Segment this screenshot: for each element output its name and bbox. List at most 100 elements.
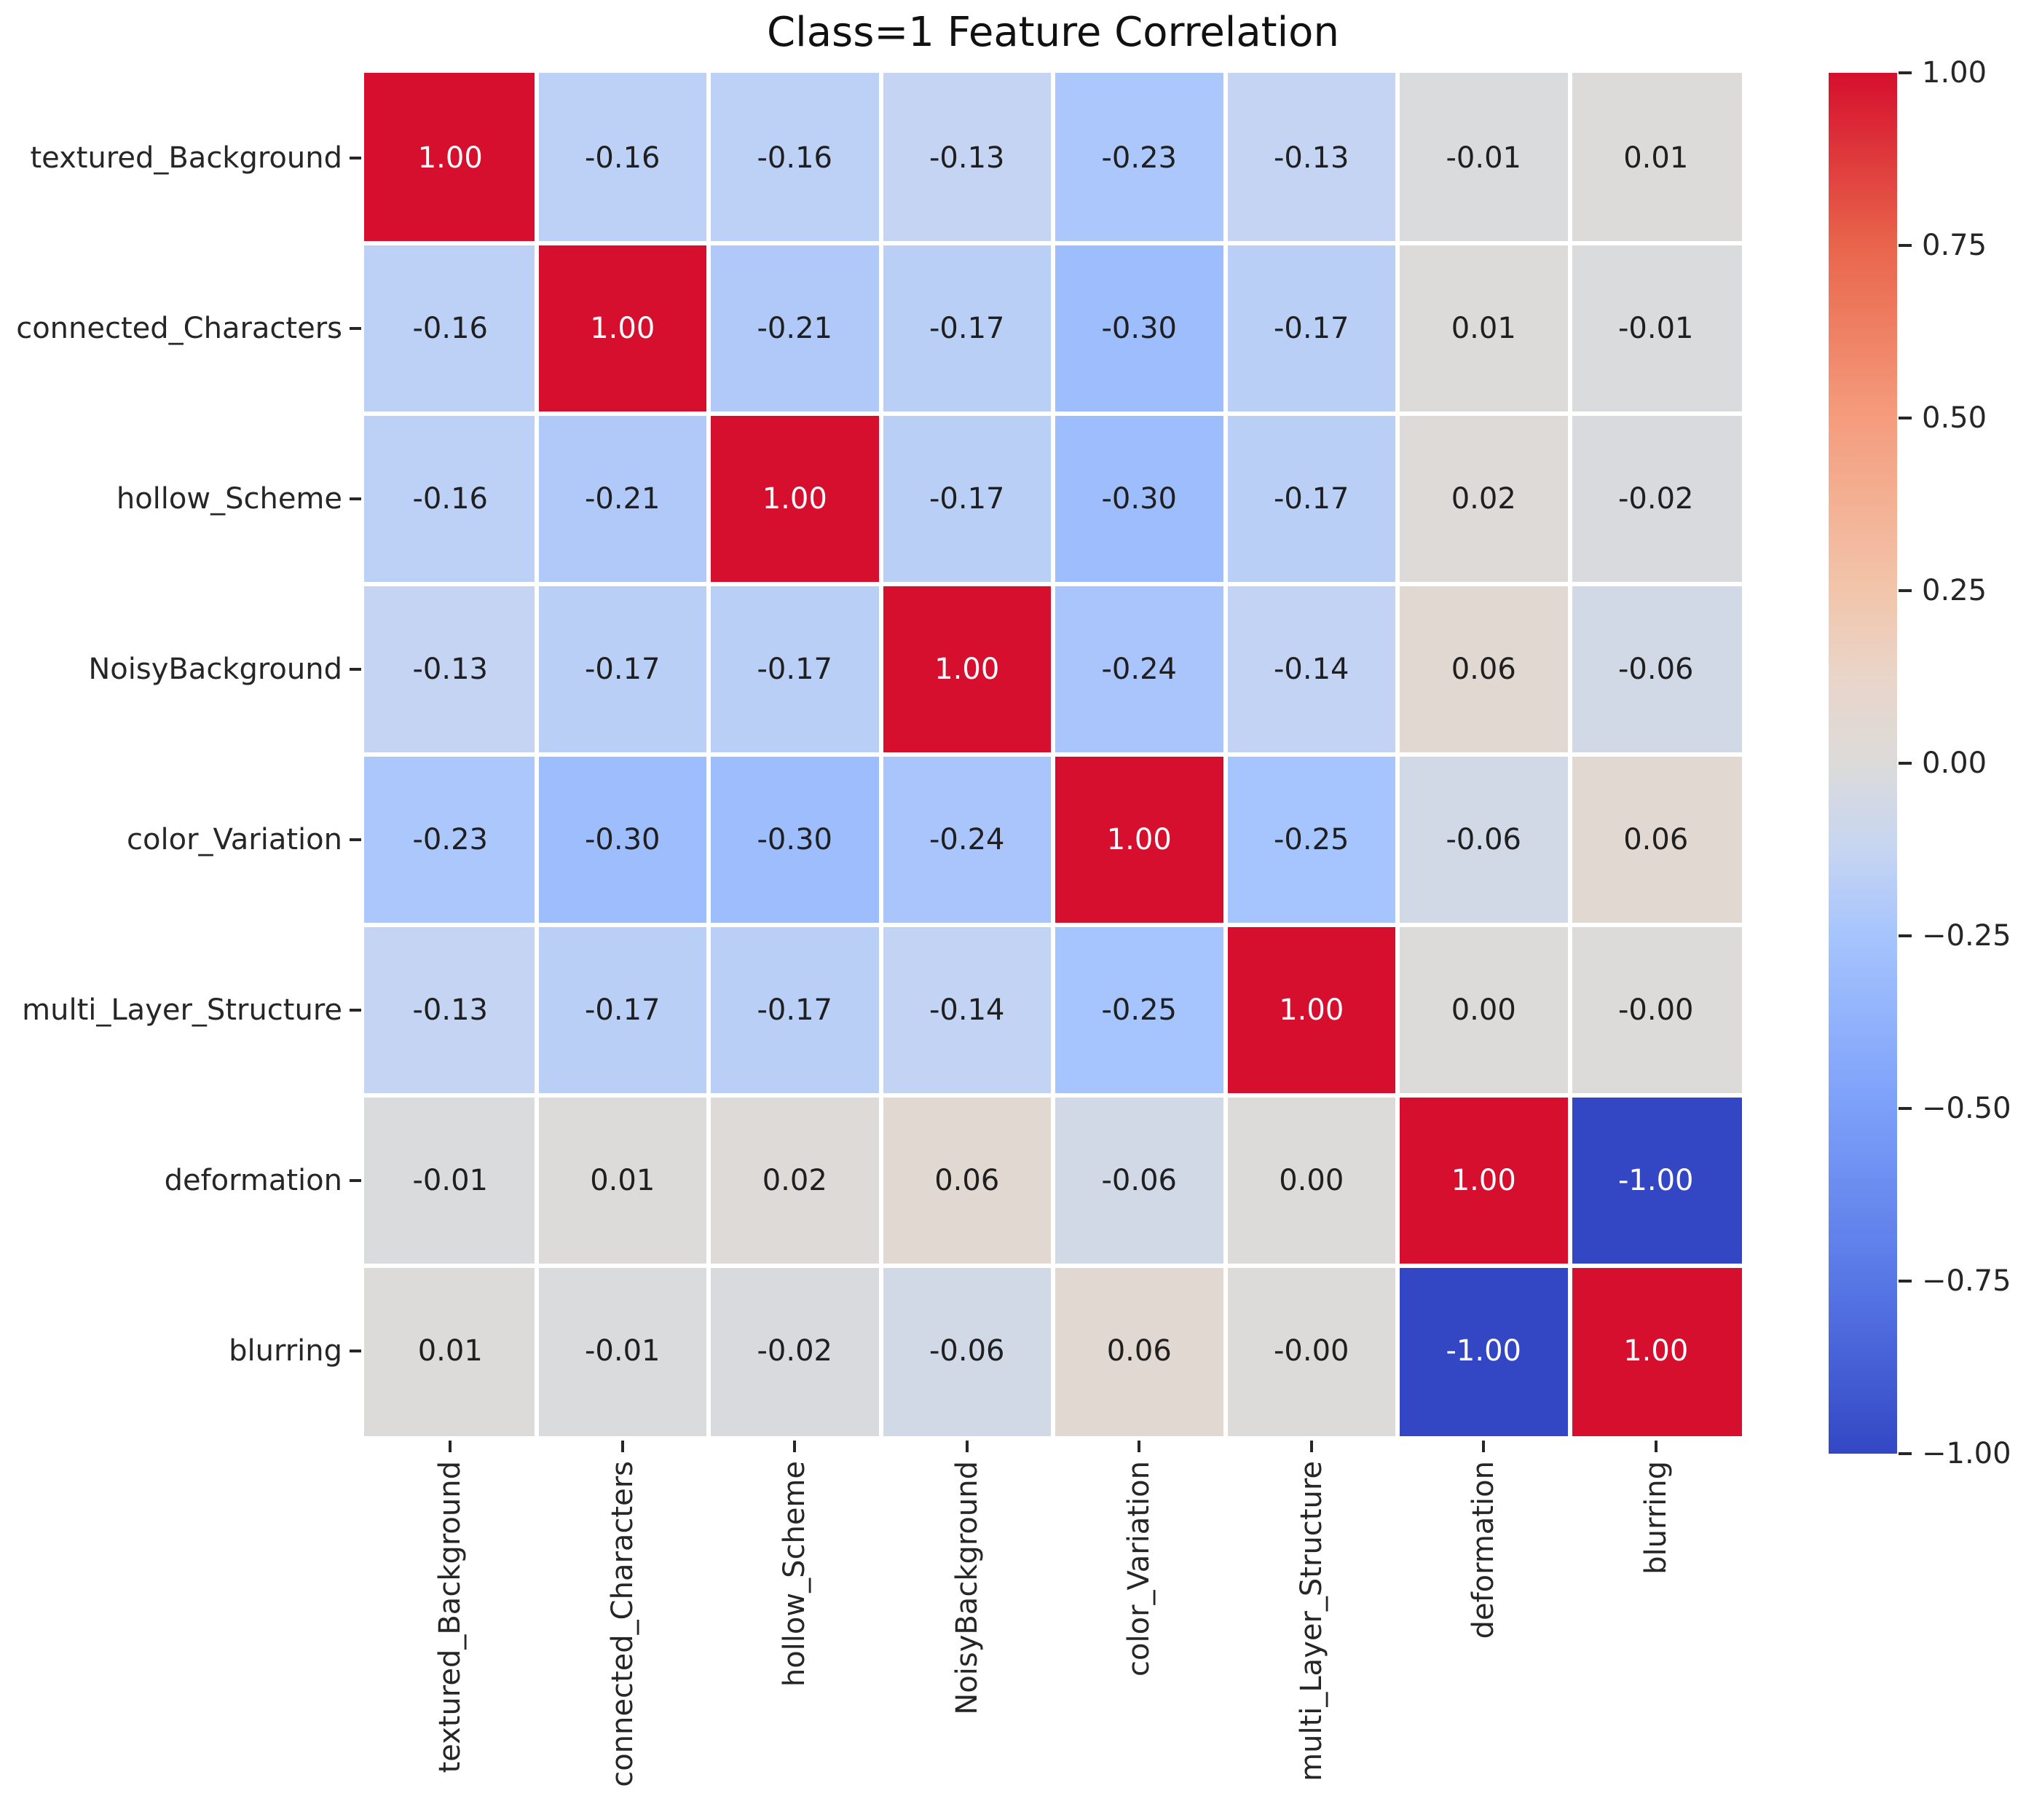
heatmap-cell: -0.30	[1053, 414, 1226, 584]
cell-value: -0.17	[929, 312, 1005, 345]
gridline-horizontal	[364, 1264, 1742, 1268]
heatmap-cell: -0.06	[1398, 755, 1570, 925]
cell-value: -0.21	[757, 312, 833, 345]
heatmap-cell: -0.01	[1398, 73, 1570, 243]
colorbar-tick-label: 0.75	[1922, 229, 1987, 262]
cell-value: -0.06	[1446, 823, 1522, 856]
heatmap-cell: -0.25	[1225, 755, 1398, 925]
cell-value: -0.16	[412, 482, 489, 516]
cell-value: -0.30	[757, 823, 833, 856]
heatmap-cell: 0.06	[1398, 584, 1570, 755]
heatmap-cell: 0.02	[1398, 414, 1570, 584]
colorbar-tick-mark	[1899, 71, 1912, 74]
heatmap-cell: -0.13	[880, 73, 1053, 243]
heatmap-cell: 1.00	[1053, 755, 1226, 925]
y-tick-mark	[350, 1009, 361, 1012]
gridline-horizontal	[364, 752, 1742, 757]
heatmap-cell: -0.17	[880, 414, 1053, 584]
cell-value: -0.01	[1446, 141, 1522, 175]
heatmap-cell: 0.00	[1398, 925, 1570, 1095]
cell-value: -0.24	[929, 823, 1005, 856]
heatmap-cell: -1.00	[1569, 1095, 1742, 1266]
y-tick-label: deformation	[164, 1164, 342, 1197]
cell-value: -0.23	[412, 823, 489, 856]
colorbar-tick-label: −1.00	[1922, 1437, 2011, 1470]
cell-value: -0.30	[1101, 312, 1178, 345]
heatmap-cell: 0.02	[709, 1095, 881, 1266]
cell-value: -0.17	[585, 993, 661, 1027]
heatmap-cell: -0.21	[709, 243, 881, 414]
colorbar-tick-label: 0.25	[1922, 574, 1987, 607]
heatmap-cell: -0.23	[364, 755, 537, 925]
cell-value: 1.00	[1451, 1164, 1516, 1197]
heatmap-cell: -0.06	[880, 1266, 1053, 1436]
y-tick-mark	[350, 157, 361, 159]
cell-value: 1.00	[762, 482, 827, 516]
heatmap-cell: 0.01	[1398, 243, 1570, 414]
heatmap-cell: -0.06	[1569, 584, 1742, 755]
y-tick-label: multi_Layer_Structure	[22, 993, 342, 1027]
cell-value: -0.21	[585, 482, 661, 516]
y-tick-mark	[350, 668, 361, 671]
heatmap-cell: -0.16	[364, 243, 537, 414]
heatmap-cell: -0.13	[364, 584, 537, 755]
x-tick-label: NoisyBackground	[950, 1461, 984, 1715]
cell-value: -0.06	[1101, 1164, 1178, 1197]
x-tick-label: multi_Layer_Structure	[1294, 1461, 1328, 1781]
heatmap-cell: 1.00	[1569, 1266, 1742, 1436]
cell-value: -0.06	[1618, 653, 1694, 686]
cell-value: -0.02	[757, 1334, 833, 1368]
heatmap-cell: 1.00	[1225, 925, 1398, 1095]
cell-value: -0.24	[1101, 653, 1178, 686]
x-tick-label: blurring	[1639, 1461, 1673, 1575]
chart-title: Class=1 Feature Correlation	[767, 9, 1339, 56]
y-tick-mark	[350, 1350, 361, 1352]
gridline-horizontal	[364, 923, 1742, 927]
colorbar-tick-mark	[1899, 1452, 1912, 1455]
heatmap-cell: -0.23	[1053, 73, 1226, 243]
cell-value: -0.17	[1274, 312, 1349, 345]
x-tick-label: hollow_Scheme	[778, 1461, 811, 1687]
x-tick-label-text: color_Variation	[1122, 1461, 1156, 1677]
colorbar-tick-mark	[1899, 1280, 1912, 1283]
cell-value: -0.00	[1618, 993, 1694, 1027]
cell-value: 1.00	[1623, 1334, 1689, 1368]
heatmap-cell: 0.01	[536, 1095, 709, 1266]
x-tick-label: textured_Background	[433, 1461, 467, 1773]
x-tick-label-text: multi_Layer_Structure	[1294, 1461, 1328, 1781]
cell-value: -0.17	[757, 993, 833, 1027]
cell-value: -0.13	[1274, 141, 1349, 175]
cell-value: -1.00	[1446, 1334, 1522, 1368]
cell-value: -0.16	[757, 141, 833, 175]
colorbar-tick-mark	[1899, 244, 1912, 247]
cell-value: -0.25	[1101, 993, 1178, 1027]
cell-value: -1.00	[1618, 1164, 1694, 1197]
cell-value: -0.13	[929, 141, 1005, 175]
colorbar-tick-label: 0.00	[1922, 746, 1987, 780]
cell-value: 0.06	[1106, 1334, 1172, 1368]
cell-value: 0.06	[1451, 653, 1516, 686]
heatmap-cell: -0.25	[1053, 925, 1226, 1095]
colorbar-gradient	[1829, 73, 1897, 1454]
heatmap-cell: -0.17	[709, 584, 881, 755]
colorbar-tick-label: −0.25	[1922, 919, 2011, 953]
heatmap-cell: -0.24	[880, 755, 1053, 925]
cell-value: -0.00	[1274, 1334, 1349, 1368]
x-tick-label-text: blurring	[1639, 1461, 1673, 1575]
cell-value: -0.16	[412, 312, 489, 345]
x-tick-mark	[1654, 1441, 1657, 1452]
heatmap-cell: -0.16	[364, 414, 537, 584]
heatmap-cell: -0.17	[880, 243, 1053, 414]
heatmap-cell: -0.17	[1225, 414, 1398, 584]
cell-value: 1.00	[417, 141, 483, 175]
heatmap-cell: -0.21	[536, 414, 709, 584]
cell-value: 0.06	[1623, 823, 1689, 856]
heatmap-cell: 0.01	[364, 1266, 537, 1436]
heatmap-cell: -0.06	[1053, 1095, 1226, 1266]
heatmap-cell: 0.06	[1053, 1266, 1226, 1436]
y-tick-mark	[350, 497, 361, 500]
cell-value: -0.25	[1274, 823, 1349, 856]
colorbar-tick-mark	[1899, 762, 1912, 765]
cell-value: 0.06	[934, 1164, 1000, 1197]
heatmap-cell: -0.17	[536, 584, 709, 755]
